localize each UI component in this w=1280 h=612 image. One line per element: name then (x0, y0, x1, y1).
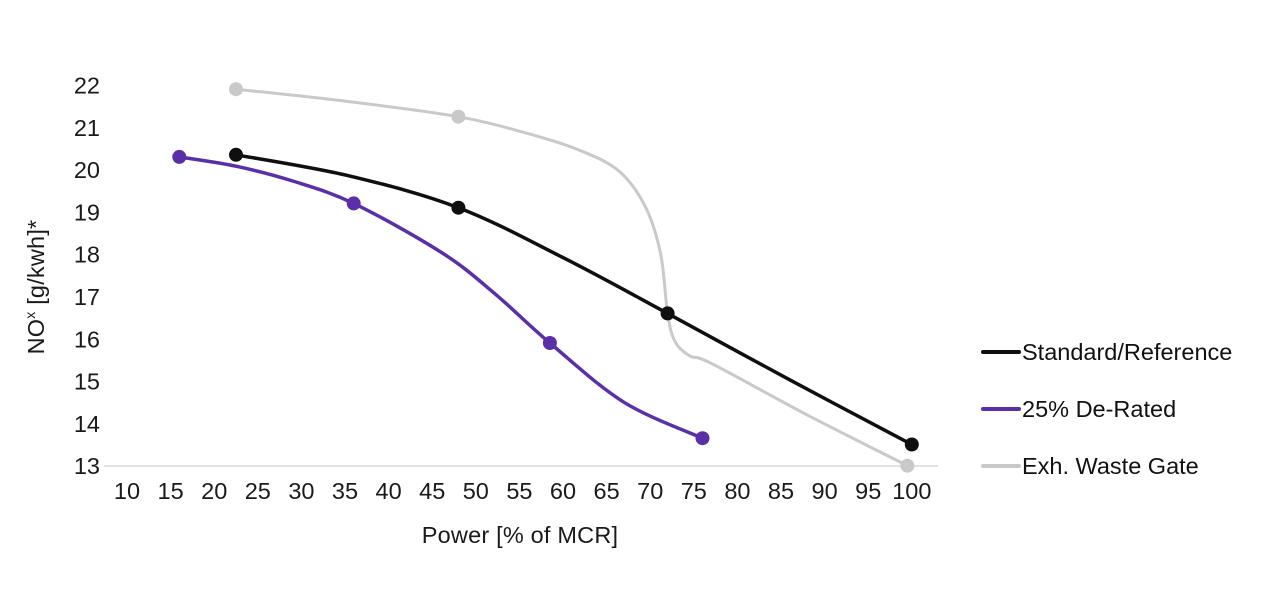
y-axis-title-prefix: NO (22, 318, 49, 355)
legend-swatch-standard-reference (981, 349, 1021, 355)
series-marker-25-de-rated (172, 149, 187, 164)
series-marker-25-de-rated (542, 336, 557, 350)
x-tick-label-60: 60 (550, 478, 576, 504)
x-tick-label-75: 75 (681, 478, 707, 504)
x-tick-label-30: 30 (288, 478, 314, 504)
series-marker-25-de-rated (695, 431, 710, 446)
series-marker-standard-reference (451, 200, 466, 215)
series-line-25-de-rated (177, 155, 705, 440)
x-axis-title: Power [% of MCR] (421, 522, 619, 548)
y-tick-label-13: 13 (74, 453, 100, 479)
y-tick-label-21: 21 (74, 115, 100, 141)
series-marker-exh-waste-gate (229, 82, 243, 97)
x-tick-label-10: 10 (114, 478, 140, 504)
x-tick-label-50: 50 (463, 478, 489, 504)
x-tick-label-65: 65 (594, 478, 620, 504)
legend-label-standard-reference: Standard/Reference (1022, 338, 1233, 365)
y-axis-title-suffix: [g/kwh]* (22, 219, 49, 312)
x-tick-label-70: 70 (637, 478, 663, 504)
series-marker-standard-reference (660, 306, 675, 321)
y-tick-label-18: 18 (74, 242, 100, 268)
y-tick-label-14: 14 (74, 411, 100, 437)
x-tick-label-20: 20 (201, 478, 227, 504)
x-tick-label-100: 100 (892, 478, 931, 504)
y-tick-label-15: 15 (74, 369, 100, 395)
legend-swatch-exh-waste-gate (981, 463, 1021, 469)
legend-item-exh-waste-gate: Exh. Waste Gate (981, 453, 1232, 479)
y-tick-label-20: 20 (74, 157, 100, 183)
series-marker-standard-reference (229, 147, 243, 162)
y-tick-label-19: 19 (74, 199, 100, 225)
series-marker-standard-reference (904, 437, 919, 452)
y-tick-label-22: 22 (74, 73, 100, 99)
x-tick-label-55: 55 (506, 478, 532, 504)
x-tick-label-40: 40 (376, 478, 402, 504)
series-marker-25-de-rated (346, 196, 361, 211)
series-marker-exh-waste-gate (900, 458, 915, 473)
series-marker-exh-waste-gate (451, 109, 466, 124)
x-tick-label-35: 35 (332, 478, 358, 504)
chart-legend: Standard/Reference 25% De-Rated Exh. Was… (981, 339, 1232, 510)
x-tick-label-45: 45 (419, 478, 445, 504)
legend-item-25-de-rated: 25% De-Rated (981, 396, 1232, 422)
series-line-standard-reference (234, 153, 914, 447)
x-tick-label-15: 15 (158, 478, 184, 504)
x-tick-label-25: 25 (245, 478, 271, 504)
legend-label-exh-waste-gate: Exh. Waste Gate (1022, 452, 1199, 479)
y-tick-label-16: 16 (74, 326, 100, 352)
x-tick-label-90: 90 (812, 478, 838, 504)
y-tick-label-17: 17 (74, 284, 100, 310)
legend-label-25-de-rated: 25% De-Rated (1022, 395, 1177, 422)
x-tick-label-85: 85 (768, 478, 794, 504)
y-axis-title-superscript: x (22, 311, 38, 319)
legend-swatch-25-de-rated (981, 406, 1021, 412)
legend-item-standard-reference: Standard/Reference (981, 339, 1232, 365)
y-axis-title: NOx [g/kwh]* (22, 127, 52, 447)
series-line-exh-waste-gate (234, 87, 909, 468)
x-tick-label-80: 80 (724, 478, 750, 504)
x-tick-label-95: 95 (855, 478, 881, 504)
